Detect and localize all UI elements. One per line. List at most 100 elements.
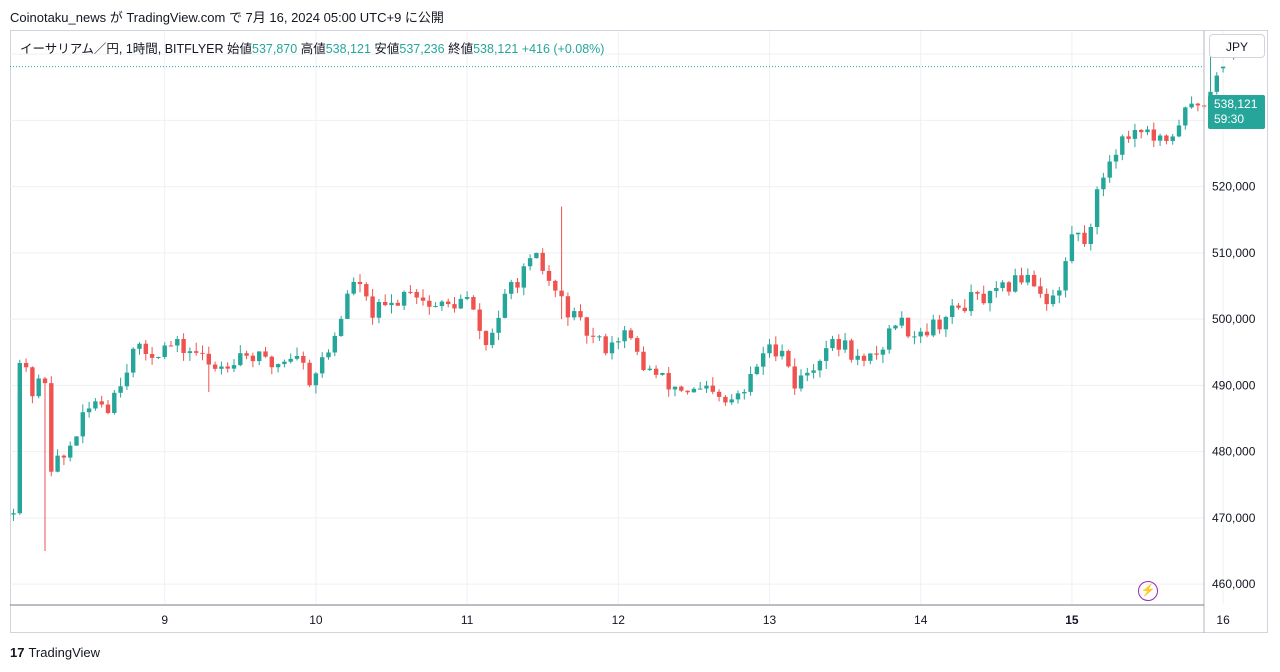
legend-change: +416 (+0.08%) <box>521 42 605 56</box>
candle-body <box>446 301 451 305</box>
candle-body <box>811 370 816 373</box>
candle-body <box>490 332 495 346</box>
candle-body <box>452 304 457 309</box>
candle-body <box>1120 136 1125 155</box>
candle-body <box>950 305 955 318</box>
candle-body <box>389 302 394 306</box>
candle-body <box>395 302 400 306</box>
candle-body <box>99 401 104 405</box>
candle-body <box>723 396 728 403</box>
candle-body <box>307 362 312 386</box>
candle-body <box>23 362 29 368</box>
candle-body <box>540 252 545 271</box>
candle-body <box>805 372 810 376</box>
x-tick-label: 13 <box>763 613 777 627</box>
currency-button[interactable]: JPY <box>1209 34 1265 58</box>
candle-body <box>874 353 879 355</box>
candle-body <box>257 351 262 362</box>
chart-legend: イーサリアム／円, 1時間, BITFLYER 始値537,870 高値538,… <box>20 38 604 57</box>
candle-body <box>1195 103 1201 106</box>
candle-body <box>1000 282 1005 289</box>
candle-body <box>767 344 772 354</box>
candle-body <box>219 366 224 369</box>
lightning-bolt-icon[interactable]: ⚡ <box>1138 581 1158 601</box>
candle-body <box>679 386 684 391</box>
candle-body <box>729 399 734 403</box>
candle-body <box>420 297 426 301</box>
candle-body <box>1126 136 1131 139</box>
candle-body <box>515 282 520 288</box>
candle-body <box>149 354 155 358</box>
chart-frame[interactable] <box>10 30 1268 633</box>
candle-body <box>861 355 867 361</box>
candle-body <box>887 328 892 350</box>
tradingview-logo-mark: 17 <box>10 645 25 660</box>
candle-body <box>1094 189 1100 227</box>
candle-body <box>496 317 501 333</box>
candle-body <box>987 291 993 304</box>
candle-body <box>609 342 615 354</box>
candle-body <box>527 258 533 267</box>
candle-body <box>748 374 753 392</box>
candle-body <box>742 391 747 394</box>
candle-body <box>836 339 841 350</box>
candle-body <box>1044 293 1049 305</box>
candle-body <box>968 292 974 312</box>
candle-body <box>578 311 583 318</box>
candle-body <box>181 338 186 354</box>
candle-body <box>880 349 886 355</box>
tradingview-logo[interactable]: 17 TradingView <box>10 645 100 660</box>
candle-body <box>641 351 646 370</box>
candle-body <box>975 292 980 294</box>
candle-body <box>521 266 526 288</box>
candle-body <box>137 343 142 349</box>
candle-body <box>666 372 671 390</box>
candle-body <box>704 385 709 389</box>
candle-body <box>401 291 407 306</box>
x-tick-label: 11 <box>461 613 474 627</box>
candle-body <box>131 348 136 373</box>
legend-open-value: 537,870 <box>252 42 298 56</box>
legend-high-value: 538,121 <box>325 42 371 56</box>
candle-body <box>338 318 344 336</box>
candle-body <box>30 367 35 397</box>
candle-body <box>301 355 306 363</box>
x-tick-label: 15 <box>1065 613 1079 627</box>
candle-body <box>931 319 936 336</box>
candle-body <box>1183 107 1188 126</box>
candle-body <box>937 319 942 330</box>
candle-body <box>118 386 123 393</box>
candle-body <box>231 365 237 369</box>
candle-body <box>282 361 287 365</box>
candle-body <box>74 436 79 446</box>
candle-body <box>1038 286 1043 294</box>
candle-body <box>1220 66 1226 69</box>
candle-body <box>364 284 369 297</box>
candle-body <box>383 301 388 306</box>
candle-body <box>376 301 382 318</box>
candle-body <box>622 330 627 342</box>
candle-body <box>981 293 986 304</box>
candle-body <box>912 336 917 338</box>
candle-body <box>1214 75 1219 92</box>
candle-body <box>1145 129 1150 133</box>
candle-body <box>326 352 331 358</box>
candle-body <box>691 388 697 393</box>
candle-body <box>893 325 898 329</box>
legend-close-label: 終値 <box>448 42 474 56</box>
candle-body <box>685 390 690 393</box>
candle-body <box>93 401 98 409</box>
candle-body <box>792 366 797 389</box>
candle-body <box>238 353 243 366</box>
y-tick-label: 460,000 <box>1212 577 1256 591</box>
candle-body <box>464 297 470 299</box>
candle-body <box>49 383 54 472</box>
candle-body <box>250 355 256 362</box>
candle-body <box>754 366 760 375</box>
candle-body <box>263 351 268 357</box>
candle-body <box>1113 154 1119 162</box>
candle-body <box>1006 282 1012 292</box>
x-tick-label: 16 <box>1216 613 1230 627</box>
candle-body <box>294 355 300 359</box>
